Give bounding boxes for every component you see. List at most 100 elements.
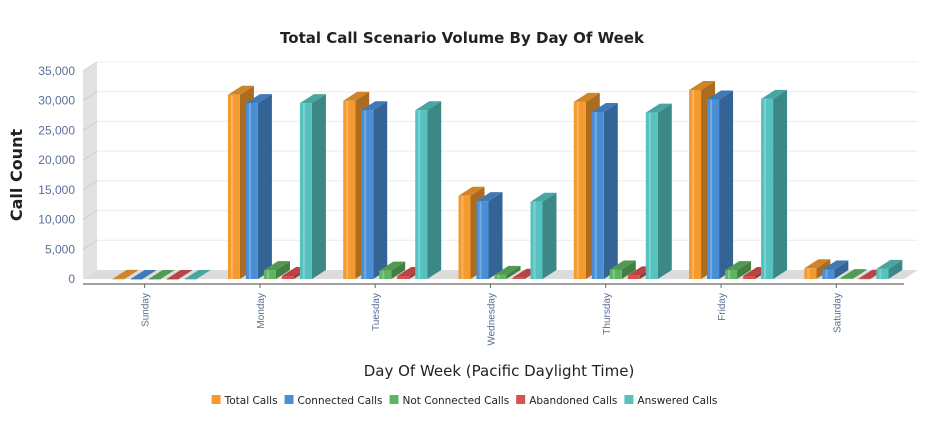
y-tick-label: 25,000 bbox=[38, 123, 75, 137]
y-axis-label: Call Count bbox=[7, 129, 26, 222]
bar-top bbox=[245, 94, 272, 104]
bar bbox=[876, 259, 903, 279]
bar-front bbox=[299, 103, 312, 279]
bar-front bbox=[725, 270, 738, 279]
bar-front bbox=[512, 277, 525, 279]
bar bbox=[166, 269, 193, 280]
bar-highlight bbox=[594, 112, 597, 280]
y-tick-label: 10,000 bbox=[38, 213, 75, 227]
bar-highlight bbox=[497, 274, 500, 279]
bar-front bbox=[530, 201, 543, 279]
y-tick-label: 30,000 bbox=[38, 94, 75, 108]
legend-swatch bbox=[389, 395, 399, 404]
bar-front bbox=[281, 276, 294, 279]
bar-front bbox=[707, 99, 720, 279]
bar-front bbox=[458, 195, 471, 279]
x-axis-ticks: Sunday Monday Tuesday Wednesday Thursday Frid… bbox=[141, 284, 843, 346]
bar bbox=[591, 103, 618, 280]
bar bbox=[415, 101, 442, 279]
legend-item: Not Connected Calls bbox=[389, 395, 510, 407]
bar-highlight bbox=[807, 268, 810, 279]
x-tick-label: Monday bbox=[256, 293, 267, 329]
bar-top bbox=[227, 85, 254, 95]
bar-highlight bbox=[266, 270, 269, 279]
y-tick-label: 5,000 bbox=[45, 242, 75, 256]
bar bbox=[494, 265, 521, 279]
bar-side bbox=[257, 94, 272, 279]
x-tick-label: Tuesday bbox=[371, 293, 382, 331]
x-tick-label: Friday bbox=[717, 293, 728, 321]
bar-highlight bbox=[461, 195, 464, 279]
y-tick-label: 35,000 bbox=[38, 64, 75, 78]
bar-highlight bbox=[230, 94, 233, 280]
bar-top bbox=[379, 261, 406, 271]
bar-top bbox=[112, 269, 139, 279]
bar-top bbox=[876, 259, 903, 269]
bar-highlight bbox=[825, 269, 828, 279]
bar-side bbox=[488, 192, 503, 279]
bar-front bbox=[645, 112, 658, 279]
bar-top bbox=[609, 260, 636, 270]
bar-side bbox=[373, 101, 388, 279]
bar-top bbox=[415, 101, 442, 111]
grid-line bbox=[82, 239, 98, 250]
bars bbox=[112, 81, 903, 280]
legend: Total Calls Connected Calls Not Connected … bbox=[211, 395, 717, 407]
y-tick-label: 0 bbox=[68, 272, 75, 286]
bar-top bbox=[573, 92, 600, 102]
bar bbox=[645, 103, 672, 279]
bar-highlight bbox=[479, 201, 482, 279]
legend-item: Connected Calls bbox=[284, 395, 383, 407]
bar bbox=[609, 260, 636, 279]
bar-side bbox=[888, 259, 903, 279]
legend-label: Connected Calls bbox=[298, 395, 383, 407]
bar-top bbox=[725, 261, 752, 271]
bar-top bbox=[494, 265, 521, 275]
bar-side bbox=[142, 269, 157, 279]
x-tick-label: Wednesday bbox=[487, 293, 498, 346]
legend-label: Answered Calls bbox=[637, 395, 717, 407]
bar-side bbox=[275, 261, 290, 279]
bar-front bbox=[876, 268, 889, 279]
bar-side bbox=[737, 261, 752, 279]
bar-side bbox=[621, 260, 636, 279]
bar-side bbox=[124, 269, 139, 279]
bar-front bbox=[245, 103, 258, 279]
bar-front bbox=[743, 276, 756, 279]
grid-line bbox=[82, 150, 98, 161]
bar-front bbox=[858, 278, 871, 280]
bar-front bbox=[415, 110, 428, 279]
legend-item: Total Calls bbox=[211, 395, 278, 407]
bar-highlight bbox=[648, 112, 651, 279]
bar bbox=[112, 269, 139, 280]
bar-highlight bbox=[382, 270, 385, 279]
bar bbox=[822, 260, 849, 279]
bar-top bbox=[804, 259, 831, 269]
bar-top bbox=[761, 89, 788, 99]
bar-front bbox=[761, 98, 774, 279]
bar-highlight bbox=[248, 103, 251, 279]
bar-top bbox=[591, 103, 618, 113]
legend-label: Not Connected Calls bbox=[403, 395, 510, 407]
y-tick-label: 15,000 bbox=[38, 183, 75, 197]
bar-front bbox=[591, 112, 604, 280]
bar-highlight bbox=[879, 268, 882, 279]
bar-front bbox=[397, 276, 410, 279]
bar-front bbox=[573, 101, 586, 279]
bar-highlight bbox=[302, 103, 305, 279]
bar-side bbox=[603, 103, 618, 280]
bar bbox=[725, 261, 752, 279]
bar-side bbox=[160, 269, 175, 279]
bar-front bbox=[476, 201, 489, 279]
bar-front bbox=[227, 94, 240, 280]
bar-top bbox=[476, 192, 503, 202]
grid-line bbox=[82, 210, 98, 220]
bar-top bbox=[840, 269, 867, 279]
bar bbox=[476, 192, 503, 279]
bar-front bbox=[840, 278, 853, 279]
grid-line bbox=[82, 91, 98, 102]
bar-side bbox=[773, 89, 788, 279]
x-axis-label: Day Of Week (Pacific Daylight Time) bbox=[364, 362, 635, 380]
bar-top bbox=[707, 90, 734, 100]
